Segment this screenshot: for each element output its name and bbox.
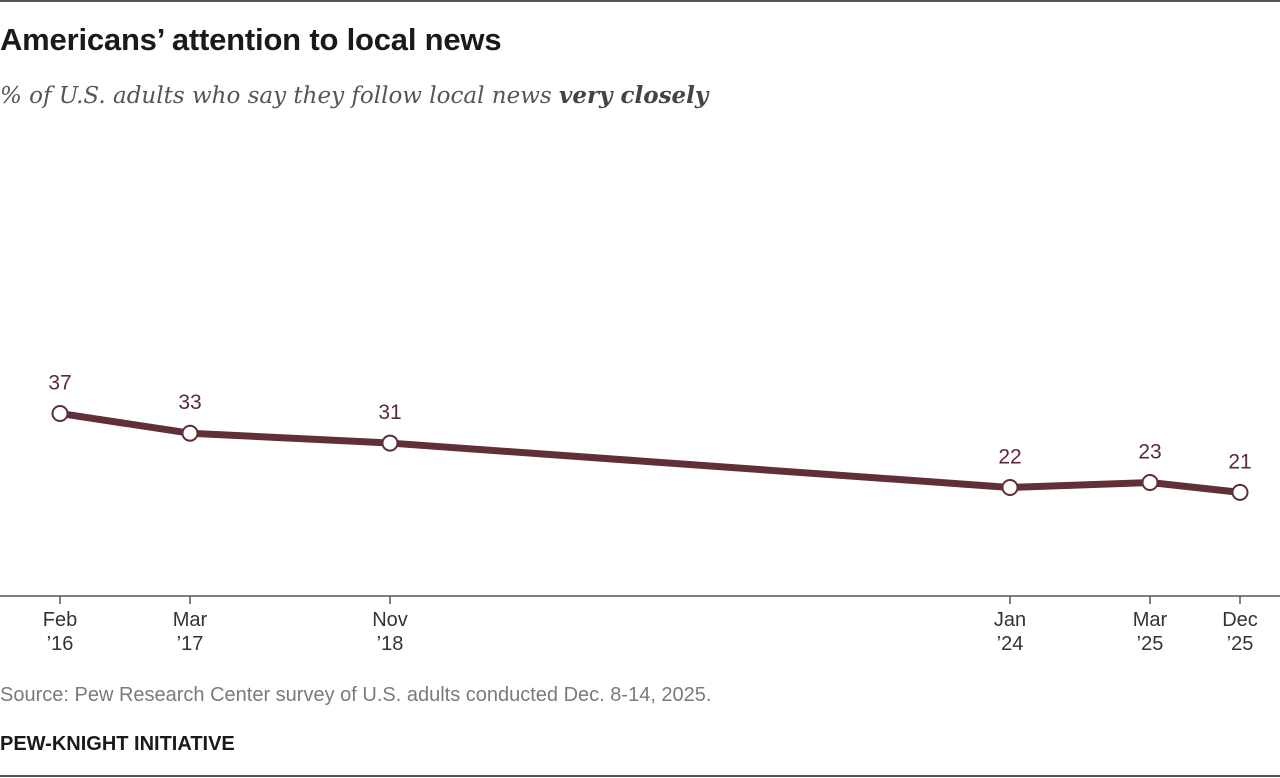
x-tick-label-year: ’18 (377, 633, 404, 655)
org-name: PEW-KNIGHT INITIATIVE (0, 733, 235, 755)
bottom-rule (0, 775, 1280, 777)
data-label: 37 (48, 371, 71, 394)
data-point-marker (1231, 483, 1249, 501)
data-point-marker (1141, 474, 1159, 492)
x-tick-label-year: ’17 (177, 633, 204, 655)
series-line (56, 409, 1244, 496)
x-tick-label-month: Mar (1133, 609, 1168, 631)
data-label: 23 (1138, 441, 1161, 464)
x-tick-label-month: Nov (372, 609, 408, 631)
x-tick-label-year: ’24 (997, 633, 1024, 655)
data-label: 21 (1228, 450, 1251, 473)
x-tick-label-month: Feb (43, 609, 77, 631)
x-tick-label-month: Jan (994, 609, 1026, 631)
x-tick-label-year: ’16 (47, 633, 74, 655)
top-rule (0, 0, 1280, 2)
subtitle-text: % of U.S. adults who say they follow loc… (0, 83, 559, 109)
x-tick-label-year: ’25 (1137, 633, 1164, 655)
data-point-marker (1001, 478, 1019, 496)
data-point-marker (381, 434, 399, 452)
data-label: 31 (378, 401, 401, 424)
data-point-marker (51, 404, 69, 422)
x-tick-label-month: Dec (1222, 609, 1258, 631)
data-label: 22 (998, 445, 1021, 468)
data-label: 33 (178, 391, 201, 414)
source-note: Source: Pew Research Center survey of U.… (0, 684, 712, 706)
subtitle-emphasis: very closely (559, 82, 709, 109)
x-tick-label-year: ’25 (1227, 633, 1254, 655)
x-tick-label-month: Mar (173, 609, 208, 631)
data-point-marker (181, 424, 199, 442)
chart-title: Americans’ attention to local news (0, 22, 502, 57)
chart-subtitle: % of U.S. adults who say they follow loc… (0, 82, 708, 109)
